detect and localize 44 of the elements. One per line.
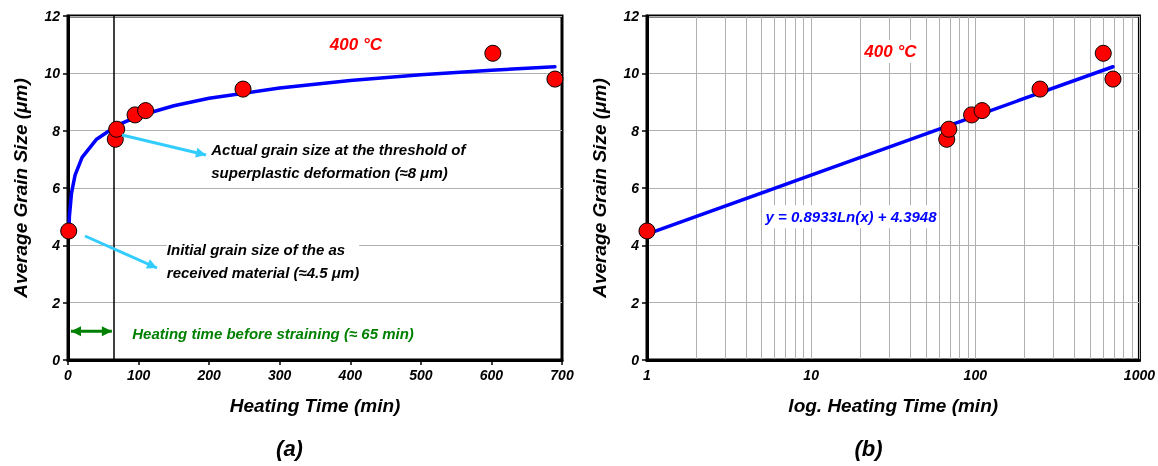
point bbox=[60, 222, 78, 240]
y-tick-label: 2 bbox=[51, 294, 61, 311]
y-tick-label: 10 bbox=[623, 65, 640, 82]
x-tick-label: 1 bbox=[643, 367, 652, 383]
y-tick-label: 6 bbox=[52, 180, 61, 196]
x-axis-title: Heating Time (min) bbox=[229, 395, 401, 416]
point bbox=[108, 120, 126, 138]
y-tick-label: 12 bbox=[623, 8, 640, 24]
y-tick-label: 0 bbox=[631, 352, 640, 368]
y-tick-label: 2 bbox=[630, 294, 640, 311]
annotation: Actual grain size at the threshold of superplastic deformation (≈8 μm) bbox=[210, 141, 468, 182]
x-tick-label: 10 bbox=[803, 367, 820, 383]
x-tick-label: 500 bbox=[409, 367, 433, 383]
point bbox=[137, 102, 155, 120]
y-tick-label: 4 bbox=[51, 237, 61, 254]
y-tick-label: 6 bbox=[631, 180, 640, 196]
x-tick-label: 100 bbox=[126, 367, 151, 383]
y-axis-title: Average Grain Size (μm) bbox=[10, 78, 31, 299]
annotation: y = 0.8933Ln(x) + 4.3948 bbox=[764, 208, 938, 226]
x-tick-label: 1000 bbox=[1123, 367, 1156, 383]
point bbox=[484, 44, 502, 62]
x-tick-label: 600 bbox=[479, 367, 504, 383]
y-axis-title: Average Grain Size (μm) bbox=[589, 78, 610, 299]
y-tick-label: 4 bbox=[630, 237, 640, 254]
text: (b) bbox=[854, 435, 883, 461]
x-tick-label: 200 bbox=[196, 367, 222, 383]
annotation: Initial grain size of the as received material (≈4.5 μm) bbox=[166, 240, 360, 281]
x-tick-label: 0 bbox=[64, 367, 73, 383]
y-tick-label: 8 bbox=[631, 122, 640, 139]
y-tick-label: 8 bbox=[52, 122, 61, 139]
annotation: 400 °C bbox=[863, 42, 918, 62]
y-tick-label: 0 bbox=[52, 352, 61, 368]
point bbox=[546, 70, 564, 88]
text: (a) bbox=[276, 435, 303, 461]
x-tick-label: 400 bbox=[337, 367, 363, 383]
annotation: Heating time before straining (≈ 65 min) bbox=[132, 325, 414, 343]
y-tick-label: 12 bbox=[44, 8, 61, 24]
x-axis-title: log. Heating Time (min) bbox=[788, 395, 999, 416]
x-tick-label: 100 bbox=[963, 367, 988, 383]
x-tick-label: 700 bbox=[550, 367, 574, 383]
annotation: 400 °C bbox=[328, 35, 383, 55]
y-tick-label: 10 bbox=[44, 65, 61, 82]
point bbox=[234, 80, 252, 98]
x-tick-label: 300 bbox=[268, 367, 292, 383]
